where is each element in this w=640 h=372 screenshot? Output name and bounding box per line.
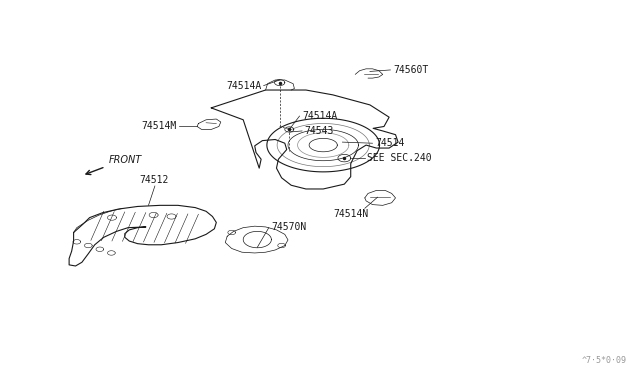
Text: 74570N: 74570N	[271, 222, 307, 232]
Text: FRONT: FRONT	[109, 155, 142, 165]
Text: 74514N: 74514N	[333, 209, 369, 219]
Text: 74560T: 74560T	[393, 65, 428, 75]
Text: ^7·5*0·09: ^7·5*0·09	[582, 356, 627, 365]
Text: 74512: 74512	[139, 174, 168, 185]
Text: 74514: 74514	[375, 138, 404, 148]
Text: 74543: 74543	[305, 126, 334, 136]
Text: 74514A: 74514A	[226, 81, 261, 90]
Text: 74514A: 74514A	[302, 111, 337, 121]
Text: SEE SEC.240: SEE SEC.240	[367, 153, 432, 163]
Text: 74514M: 74514M	[141, 121, 177, 131]
